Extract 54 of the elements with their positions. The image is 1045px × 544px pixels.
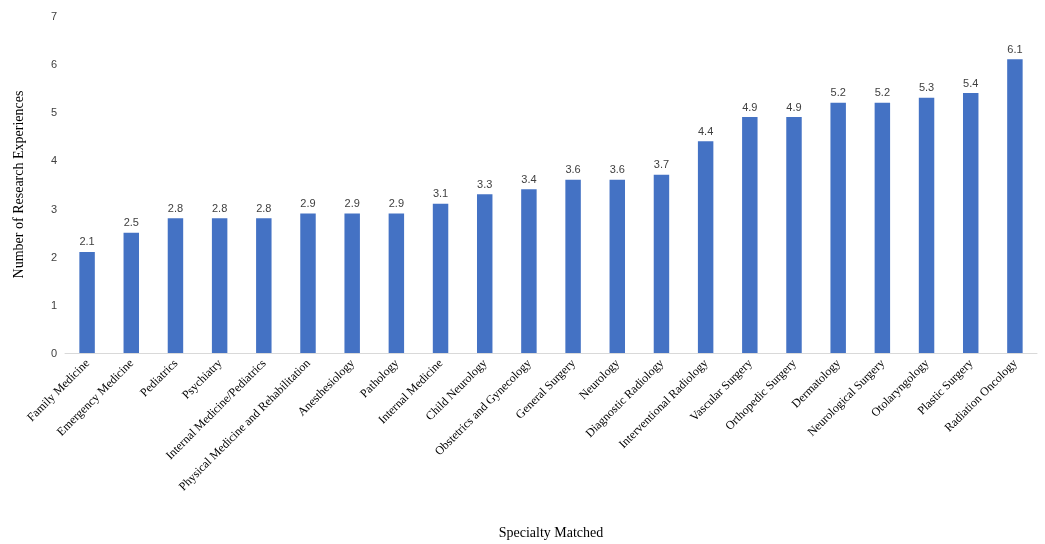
bar [918,97,935,353]
data-label: 2.9 [300,196,316,209]
data-label: 5.2 [830,86,846,99]
data-label: 3.1 [432,187,449,200]
data-label: 6.1 [1007,42,1023,55]
bar [432,203,449,353]
data-label: 3.6 [565,163,581,176]
data-label: 5.2 [874,86,891,99]
data-label: 2.8 [211,201,228,214]
bar [300,213,316,353]
bar [256,218,272,353]
bar [344,213,360,353]
y-tick-label: 6 [50,58,57,71]
data-label: 2.9 [344,196,360,209]
bar [521,189,537,353]
y-tick-label: 5 [50,106,57,119]
bar [697,141,714,353]
data-label: 2.8 [256,201,272,214]
bar [874,102,891,353]
data-label: 4.9 [742,100,758,113]
data-label: 3.6 [609,163,625,176]
x-axis-title: Specialty Matched [498,524,604,540]
bar [211,218,228,353]
bar [742,117,758,353]
bar [653,174,670,353]
y-tick-label: 0 [50,347,57,359]
data-label: 3.7 [653,158,670,171]
bar [477,194,493,353]
data-label: 3.3 [477,177,493,190]
data-label: 3.4 [521,172,537,185]
data-label: 2.1 [79,235,95,248]
bar [388,213,405,353]
bar [167,218,184,353]
y-tick-label: 3 [50,202,57,215]
data-label: 4.4 [697,124,714,137]
y-tick-label: 7 [50,10,57,22]
bar [565,179,581,353]
bar [1007,59,1023,353]
y-tick-label: 2 [50,250,57,263]
bar [79,251,95,353]
bar [830,102,846,353]
data-label: 5.3 [918,81,935,94]
data-label: 4.9 [786,100,802,113]
data-label: 5.4 [963,76,979,89]
data-label: 2.8 [167,201,184,214]
bar [123,232,139,353]
data-label: 2.9 [388,196,405,209]
bar [786,117,802,353]
y-tick-label: 1 [50,298,57,311]
data-label: 2.5 [123,216,139,229]
bar [609,179,625,353]
y-axis-title: Number of Research Experiences [10,90,26,279]
bar [963,93,979,353]
y-tick-label: 4 [50,154,57,167]
